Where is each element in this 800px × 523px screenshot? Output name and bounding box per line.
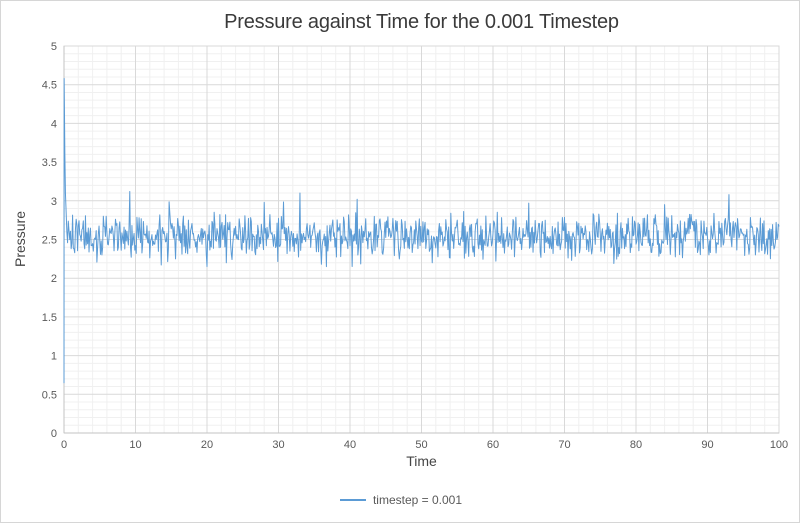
- y-tick-label: 0.5: [42, 389, 57, 401]
- y-tick-label: 4: [51, 118, 57, 130]
- y-tick-label: 4.5: [42, 80, 57, 92]
- y-tick-label: 5: [51, 41, 57, 53]
- legend-line-sample: [339, 499, 366, 501]
- x-tick-label: 100: [770, 439, 788, 451]
- x-tick-label: 0: [61, 439, 67, 451]
- x-tick-label: 80: [630, 439, 642, 451]
- y-tick-label: 2.5: [42, 235, 57, 247]
- x-tick-label: 70: [558, 439, 570, 451]
- x-tick-label: 30: [272, 439, 284, 451]
- y-tick-label: 1: [51, 351, 57, 363]
- series-line: [63, 78, 780, 384]
- x-tick-label: 40: [344, 439, 356, 451]
- y-tick-label: 1.5: [42, 312, 57, 324]
- y-axis-title: Pressure: [12, 210, 28, 268]
- chart-title: Pressure against Time for the 0.001 Time…: [224, 11, 619, 33]
- x-tick-label: 90: [701, 439, 713, 451]
- y-tick-label: 2: [51, 273, 57, 285]
- y-tick-label: 3: [51, 196, 57, 208]
- legend-label: timestep = 0.001: [372, 493, 463, 507]
- x-axis-title: Time: [406, 453, 437, 469]
- x-tick-label: 10: [129, 439, 141, 451]
- x-tick-label: 60: [487, 439, 499, 451]
- y-tick-label: 3.5: [42, 157, 57, 169]
- x-tick-label: 50: [415, 439, 427, 451]
- y-tick-label: 0: [51, 428, 57, 440]
- x-tick-label: 20: [201, 439, 213, 451]
- legend: timestep = 0.001: [1, 491, 799, 509]
